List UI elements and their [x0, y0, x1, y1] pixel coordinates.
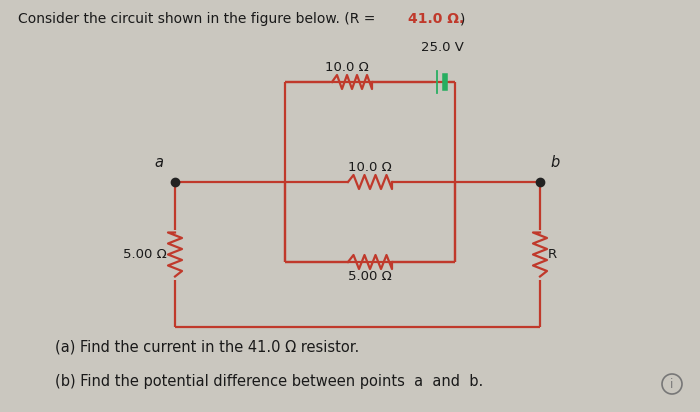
Text: 10.0 Ω: 10.0 Ω	[325, 61, 369, 74]
Text: Consider the circuit shown in the figure below. (R =: Consider the circuit shown in the figure…	[18, 12, 379, 26]
Text: i: i	[671, 377, 673, 391]
Text: ): )	[460, 12, 466, 26]
Text: a: a	[154, 155, 163, 170]
Text: 25.0 V: 25.0 V	[421, 41, 463, 54]
Text: 10.0 Ω: 10.0 Ω	[348, 161, 392, 174]
Text: 5.00 Ω: 5.00 Ω	[123, 248, 167, 261]
Text: R: R	[548, 248, 557, 261]
Text: (b) Find the potential difference between points  a  and  b.: (b) Find the potential difference betwee…	[55, 374, 483, 389]
Text: 5.00 Ω: 5.00 Ω	[348, 270, 392, 283]
Text: 41.0 Ω.: 41.0 Ω.	[408, 12, 464, 26]
Text: (a) Find the current in the 41.0 Ω resistor.: (a) Find the current in the 41.0 Ω resis…	[55, 340, 359, 355]
Text: b: b	[550, 155, 559, 170]
